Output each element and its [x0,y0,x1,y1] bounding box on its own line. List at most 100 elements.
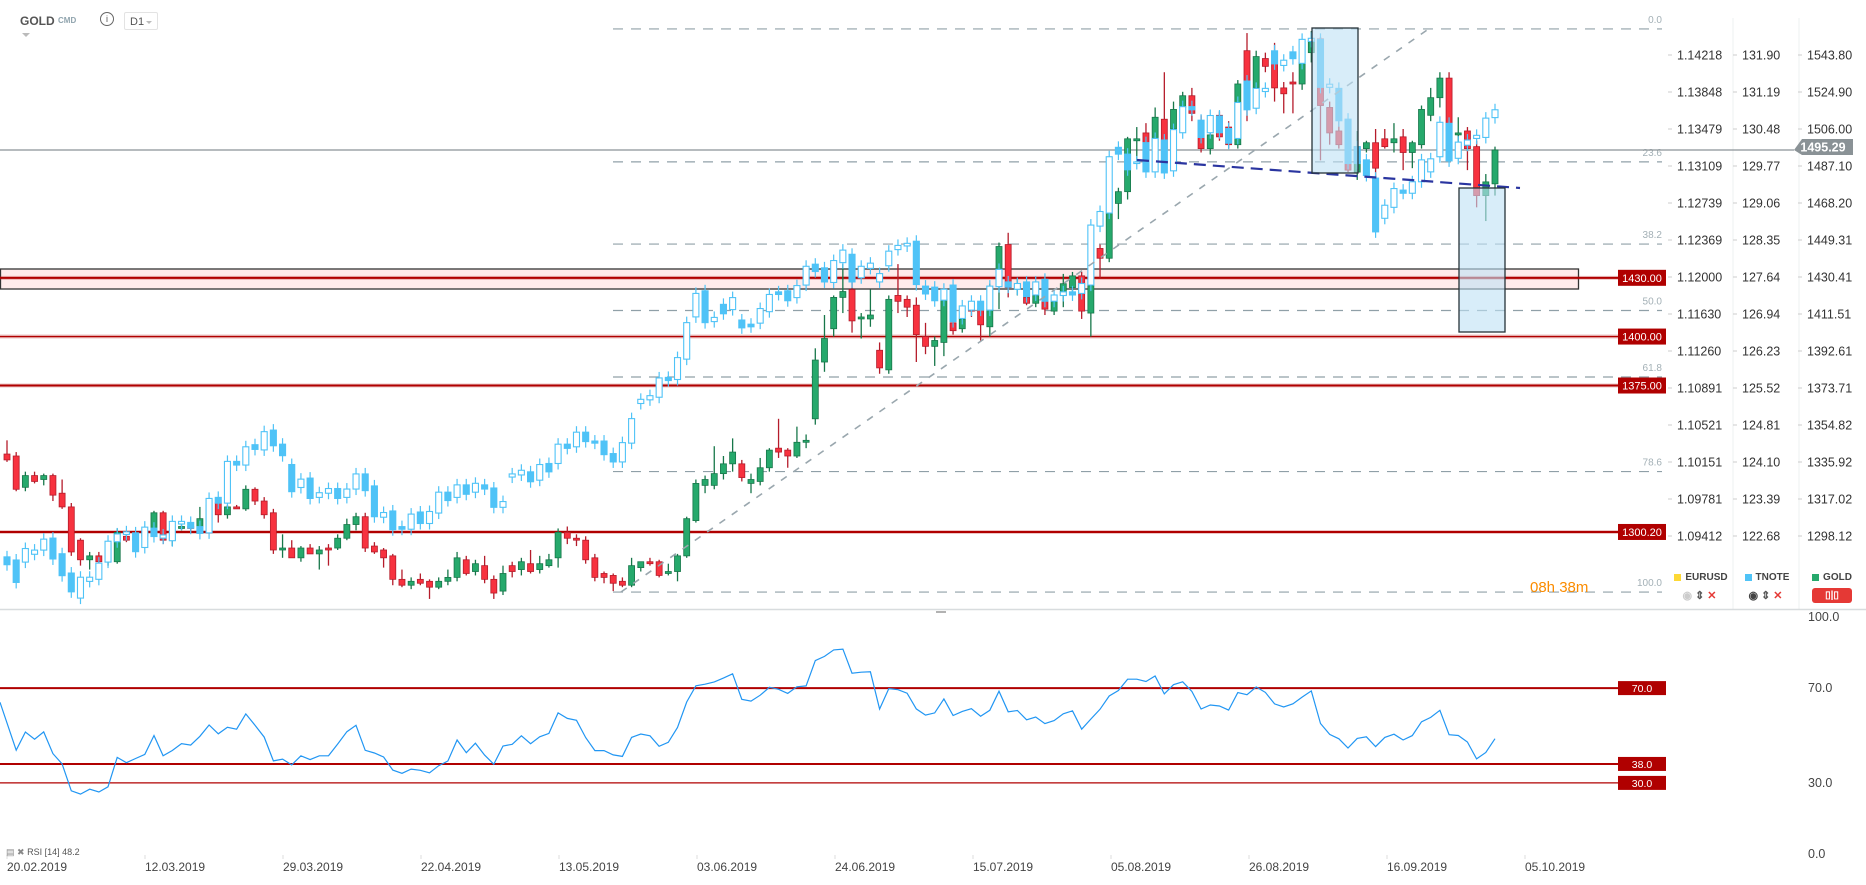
tnote-candle [628,418,636,444]
tnote-candle [940,288,948,301]
gold-candle [811,359,819,420]
timeframe-select[interactable]: D1 [124,12,158,30]
tnote-candle [701,290,709,324]
gold-candle [885,298,893,371]
tnote-candle [499,501,507,508]
gold-candle [31,475,38,482]
tnote-candle [95,562,103,580]
tnote-candle [747,323,755,328]
tnote-candle [673,357,682,381]
eurusd-axis-label: 1.11630 [1677,308,1721,322]
highlight-box-target[interactable] [1458,187,1506,333]
tnote-candle [1078,282,1086,294]
tnote-candle [1372,177,1380,233]
rsi-legend[interactable]: ▤ ✖ RSI [14] 48.2 [6,847,80,858]
tnote-candle [655,377,663,398]
tnote-axis-label: 125.52 [1742,382,1780,396]
tnote-candle [811,263,819,273]
tnote-candle [21,547,29,563]
close-icon[interactable]: ✕ [1773,590,1786,602]
rsi-level-label: 38.0 [1632,759,1653,771]
tnote-candle [921,285,930,295]
fib-level-label: 100.0 [1637,578,1662,589]
gold-candle [775,447,782,453]
eurusd-axis-label: 1.09781 [1677,493,1722,507]
tnote-candle [1445,122,1453,162]
eurusd-axis-label: 1.10891 [1677,382,1722,396]
close-icon[interactable]: ✖ [17,847,25,857]
neckline-trend-line[interactable] [1136,158,1521,190]
tnote-candle [1041,278,1049,302]
tnote-candle [1023,281,1031,298]
tnote-candle [1197,119,1205,138]
level-label-bg [1618,523,1666,540]
tnote-candle [490,487,498,508]
gold-candle [325,547,332,551]
eurusd-axis-label: 1.13109 [1677,160,1722,174]
eye-icon[interactable]: ◉ [1748,590,1762,602]
symbol-selector[interactable]: GOLD [20,14,55,28]
gold-candle [1372,142,1379,169]
tnote-candle [784,290,792,302]
close-icon[interactable]: ✕ [1707,590,1720,602]
rsi-line [0,648,1496,795]
tnote-candle [618,442,626,463]
fib-level-label: 50.0 [1643,297,1663,308]
level-label-bg [1618,328,1666,345]
reorder-icon[interactable]: ⇕ [1695,590,1708,602]
rsi-axis-label: 100.0 [1808,610,1839,624]
tnote-candle [830,259,838,284]
tnote-candle [1381,204,1389,219]
tnote-candle [214,496,222,504]
eye-icon[interactable]: ◉ [1682,590,1696,602]
tnote-candle [122,531,130,535]
tnote-candle [1050,294,1058,302]
fib-level-label: 38.2 [1643,230,1663,241]
gold-candle [554,531,562,559]
reorder-icon[interactable]: ⇕ [1761,590,1774,602]
chart-type-button[interactable]: ▯|▯ [1812,588,1852,603]
tnote-candle [609,453,617,463]
tnote-candle [1289,51,1297,60]
gold-candle [756,467,764,482]
gold-candle [260,500,268,516]
gold-candle [1399,136,1407,153]
gold-candle [398,578,406,586]
fib-level-label: 78.6 [1643,458,1663,469]
tnote-candle [315,492,323,498]
highlight-box-top[interactable] [1311,27,1359,174]
gold-candle [784,449,792,457]
gold-candle [1069,275,1076,289]
legend-tnote[interactable]: TNOTE ◉⇕✕ [1738,572,1796,602]
gold-candle [251,488,259,502]
gold-candle [867,314,874,320]
tnote-candle [1463,139,1471,146]
legend-gold[interactable]: GOLD ▯|▯ [1803,572,1861,603]
level-label-bg [1618,269,1666,286]
time-axis[interactable]: 20.02.2019 12.03.2019 29.03.2019 22.04.2019… [6,855,1585,874]
fib-level-label: 61.8 [1643,363,1663,374]
tnote-candle [1271,50,1279,65]
tnote-candle [876,273,884,283]
settings-icon[interactable]: ▤ [6,847,15,857]
resistance-zone[interactable] [0,268,1580,290]
tnote-candle [223,460,231,504]
tnote-candle [242,446,250,466]
gold-axis-label: 1524.90 [1807,86,1852,100]
tnote-candle [1261,87,1269,93]
gold-axis-label: 1468.20 [1807,197,1852,211]
gold-candle [692,483,700,522]
tnote-candle [1427,158,1435,173]
tnote-candle [1417,159,1426,183]
gold-candle [462,559,470,574]
rsi-axis-label: 30.0 [1808,776,1832,790]
gold-axis-label: 1317.02 [1807,493,1852,507]
rsi-label: RSI [14] [27,847,60,857]
price-axes[interactable]: 1.14218 1.13848 1.13479 1.13109 1.12739 1.123… [1668,49,1852,544]
tnote-candle [196,526,204,534]
legend-eurusd[interactable]: EURUSD ◉⇕✕ [1672,572,1730,602]
tnote-candle [591,440,599,444]
info-icon[interactable]: i [100,12,114,26]
chevron-down-icon[interactable] [22,33,30,37]
